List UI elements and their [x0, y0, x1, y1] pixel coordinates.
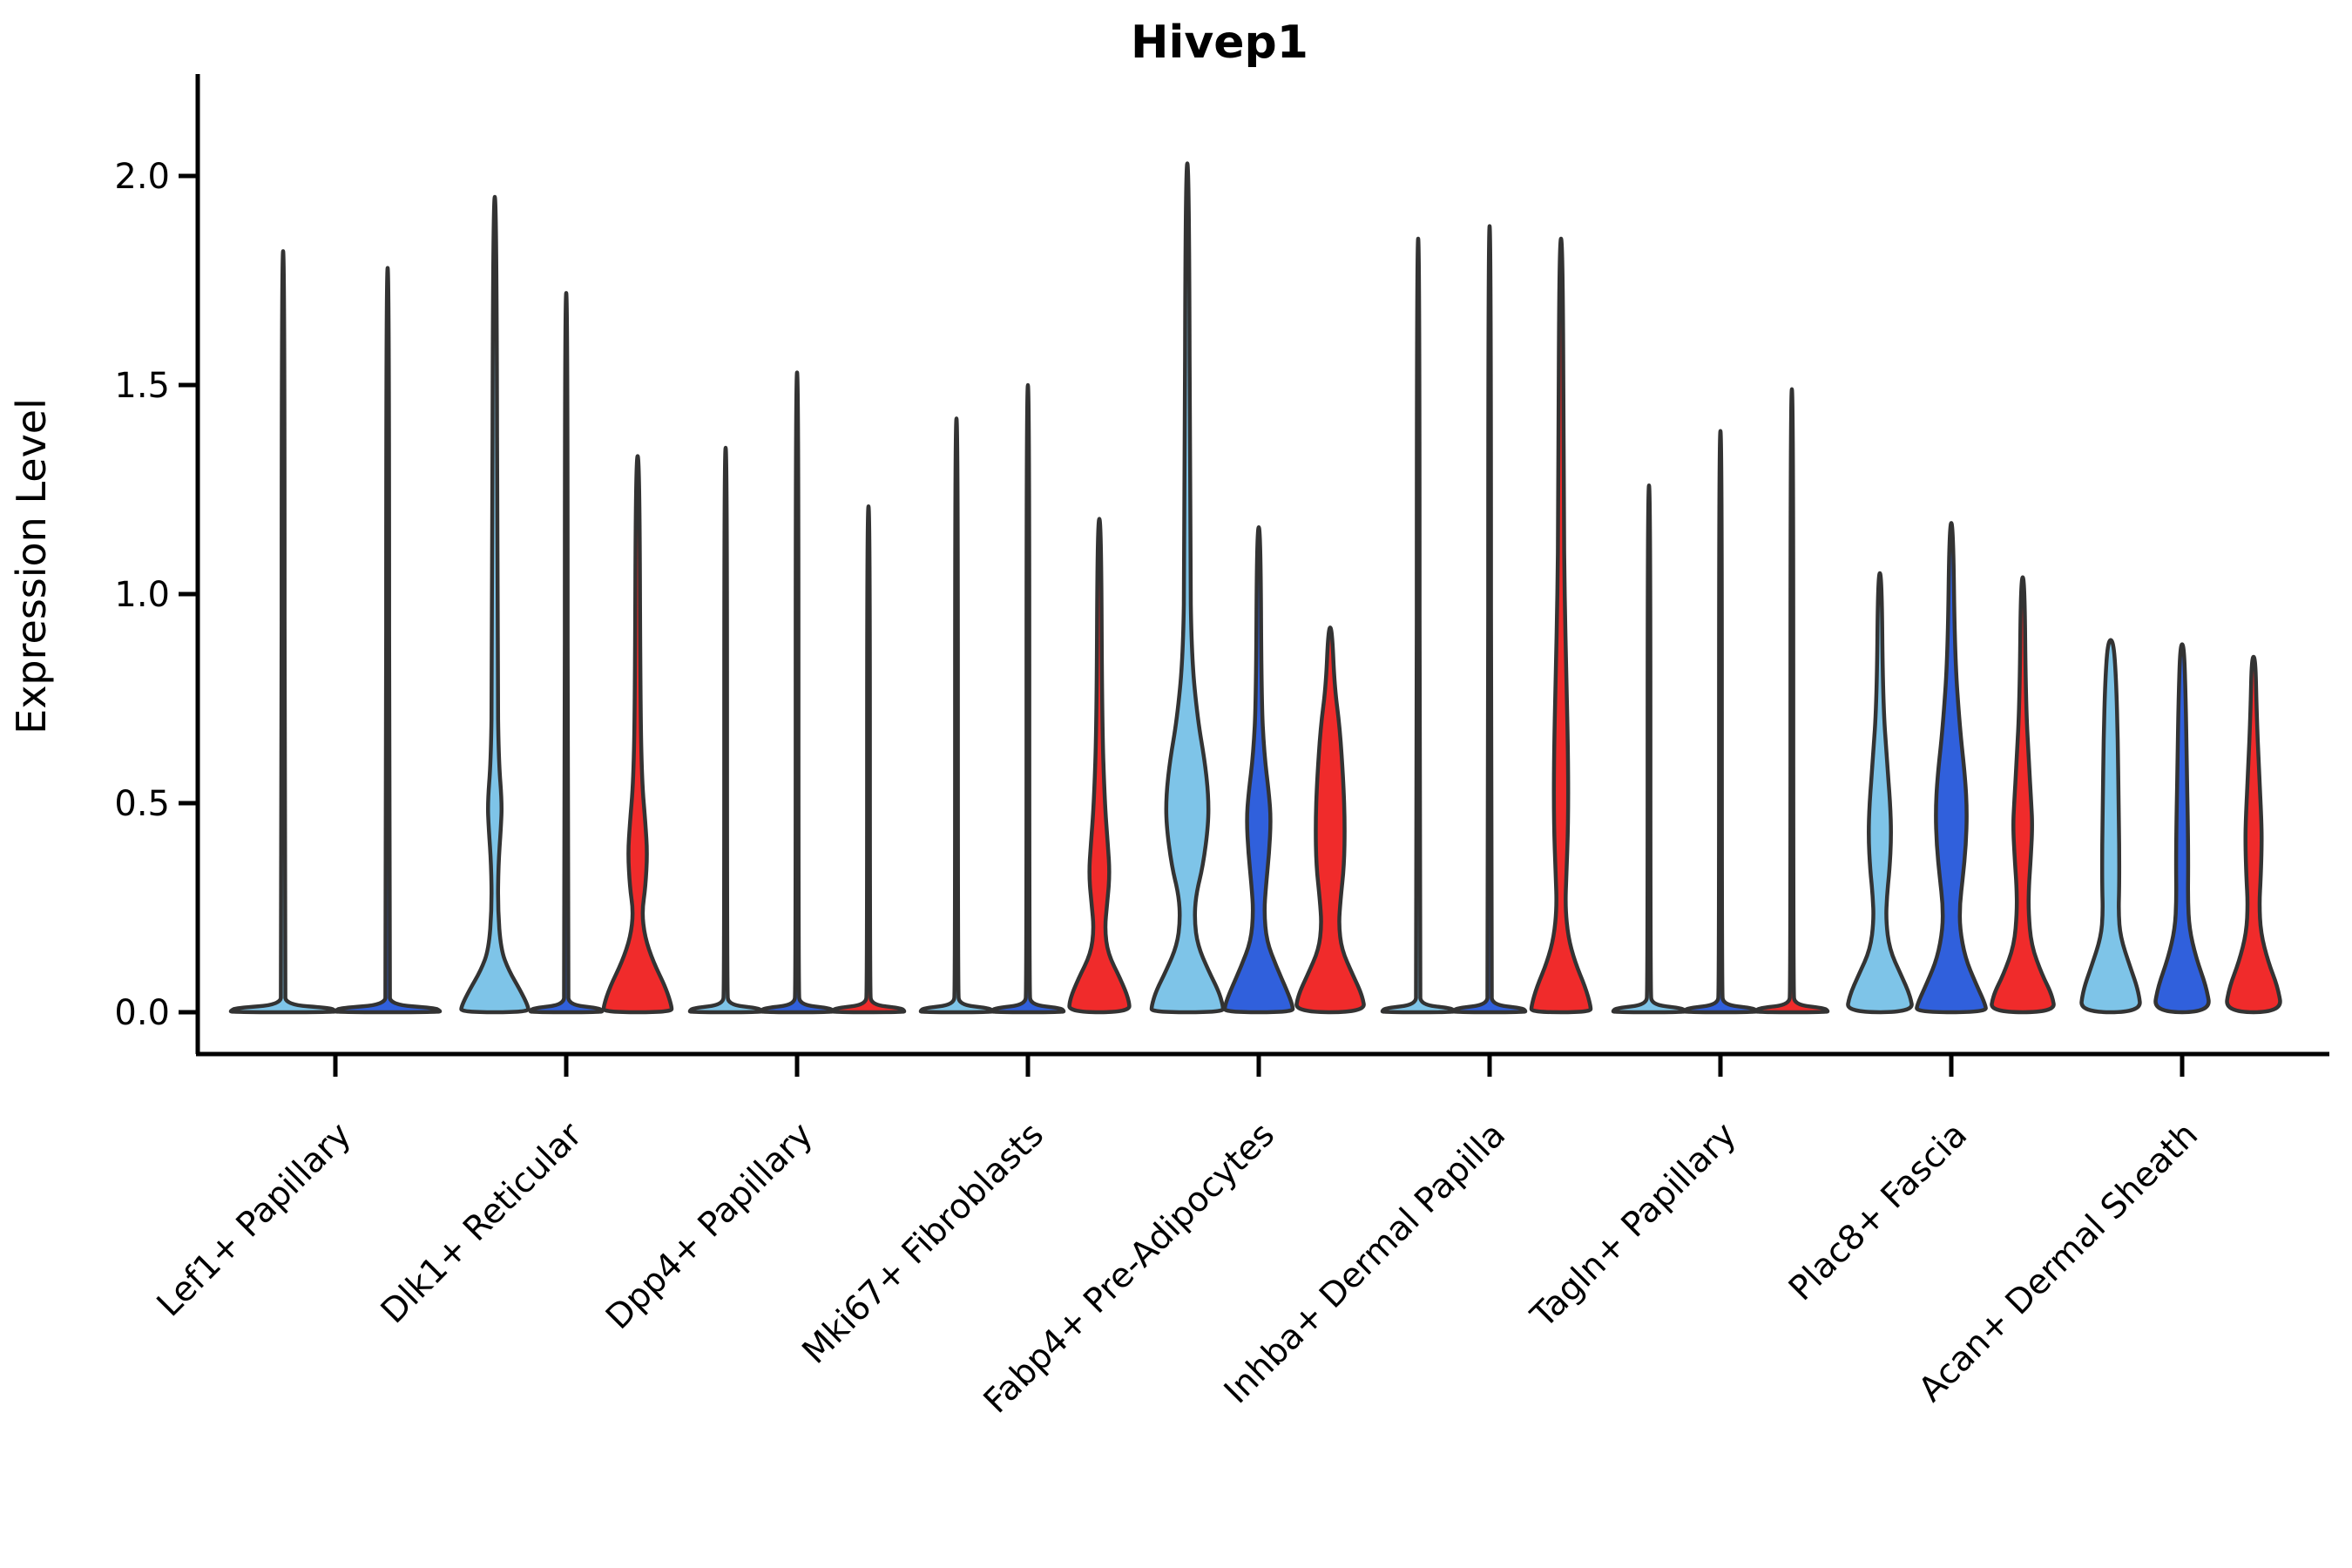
category-label: Plac8+ Fascia — [1781, 1115, 1975, 1308]
violin-tagln-papillary-darkblue — [1682, 429, 1759, 1015]
y-tick-label: 0.0 — [114, 993, 170, 1033]
violin-fabp4-pre-adipocytes-darkblue — [1222, 524, 1295, 1015]
violin-fabp4-pre-adipocytes-red — [1294, 625, 1366, 1015]
category-label: Mki67+ Fibroblasts — [795, 1115, 1051, 1371]
y-axis-label: Expression Level — [8, 398, 55, 734]
y-tick-label: 2.0 — [114, 157, 170, 197]
violin-dlk1-reticular-darkblue — [528, 291, 605, 1015]
violin-mki67-fibroblasts-darkblue — [990, 382, 1066, 1015]
violin-dlk1-reticular-lightblue — [459, 194, 531, 1015]
violin-tagln-papillary-red — [1754, 387, 1830, 1015]
category-label: Dpp4+ Papillary — [598, 1115, 821, 1337]
violin-acan-dermal-sheath-lightblue — [2079, 638, 2142, 1015]
violin-layer — [228, 161, 2282, 1015]
chart-title: Hivep1 — [1131, 17, 1308, 69]
violin-lef1-papillary-lightblue — [228, 249, 338, 1015]
violin-dpp4-papillary-red — [830, 504, 907, 1015]
label-layer: Lef1+ Papillary Dlk1+ Reticular Dpp4+ Papi… — [150, 1115, 2206, 1422]
y-tick-label: 1.0 — [114, 575, 170, 615]
violin-plac8-fascia-red — [1990, 575, 2056, 1015]
violin-dlk1-reticular-red — [601, 454, 674, 1015]
violin-dpp4-papillary-lightblue — [687, 445, 764, 1015]
category-label: Lef1+ Papillary — [150, 1115, 359, 1324]
violin-lef1-papillary-darkblue — [333, 266, 443, 1015]
axes-layer: 2.0 1.5 1.0 0.5 0.0 — [114, 74, 2329, 1077]
violin-acan-dermal-sheath-darkblue — [2153, 642, 2211, 1015]
violin-tagln-papillary-lightblue — [1611, 483, 1687, 1015]
category-label: Tagln+ Papillary — [1524, 1115, 1745, 1336]
category-label: Dlk1+ Reticular — [374, 1115, 591, 1332]
violin-plac8-fascia-lightblue — [1846, 571, 1914, 1015]
y-tick-label: 1.5 — [114, 366, 170, 406]
violin-mki67-fibroblasts-red — [1067, 517, 1132, 1015]
violin-plac8-fascia-darkblue — [1915, 521, 1988, 1015]
violin-acan-dermal-sheath-red — [2225, 654, 2282, 1015]
violin-mki67-fibroblasts-lightblue — [918, 416, 995, 1015]
violin-inhba-dermal-papilla-red — [1529, 236, 1593, 1015]
violin-inhba-dermal-papilla-lightblue — [1380, 236, 1456, 1015]
violin-fabp4-pre-adipocytes-lightblue — [1149, 161, 1226, 1015]
violin-inhba-dermal-papilla-darkblue — [1451, 224, 1528, 1015]
violin-dpp4-papillary-darkblue — [759, 370, 835, 1015]
y-tick-label: 0.5 — [114, 784, 170, 824]
